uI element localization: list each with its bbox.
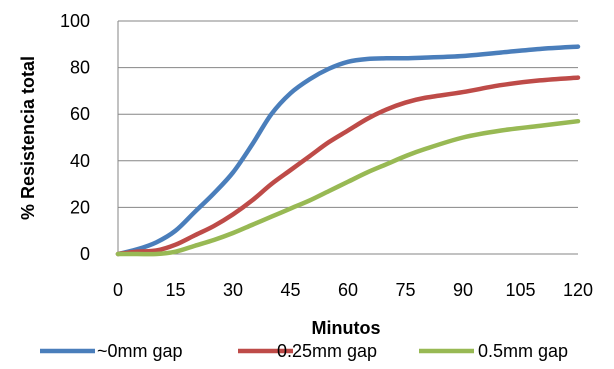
x-tick-label: 60 bbox=[338, 280, 358, 300]
x-tick-label: 15 bbox=[165, 280, 185, 300]
x-tick-labels: 0 15 30 45 60 75 90 105 120 bbox=[113, 280, 593, 300]
series-line-3 bbox=[115, 118, 581, 257]
axes bbox=[117, 21, 578, 255]
y-tick-label: 100 bbox=[60, 11, 90, 31]
gridlines bbox=[118, 20, 578, 208]
y-tick-label: 20 bbox=[70, 197, 90, 217]
y-axis-title: % Resistencia total bbox=[18, 56, 38, 220]
x-tick-label: 75 bbox=[395, 280, 415, 300]
legend: ~0mm gap 0.25mm gap 0.5mm gap bbox=[40, 341, 568, 361]
y-tick-label: 40 bbox=[70, 151, 90, 171]
y-tick-label: 80 bbox=[70, 58, 90, 78]
x-tick-label: 105 bbox=[505, 280, 535, 300]
series-line-1 bbox=[115, 44, 581, 257]
x-tick-label: 30 bbox=[223, 280, 243, 300]
x-tick-label: 90 bbox=[453, 280, 473, 300]
y-tick-label: 0 bbox=[80, 244, 90, 264]
series-line-2 bbox=[115, 75, 581, 257]
x-tick-label: 0 bbox=[113, 280, 123, 300]
y-tick-label: 60 bbox=[70, 104, 90, 124]
legend-label: 0.25mm gap bbox=[277, 341, 377, 361]
series-lines bbox=[115, 44, 581, 257]
x-tick-label: 120 bbox=[563, 280, 593, 300]
x-axis-title: Minutos bbox=[312, 318, 381, 338]
y-tick-labels: 0 20 40 60 80 100 bbox=[60, 11, 90, 264]
x-tick-label: 45 bbox=[280, 280, 300, 300]
legend-label: 0.5mm gap bbox=[478, 341, 568, 361]
legend-label: ~0mm gap bbox=[97, 341, 183, 361]
